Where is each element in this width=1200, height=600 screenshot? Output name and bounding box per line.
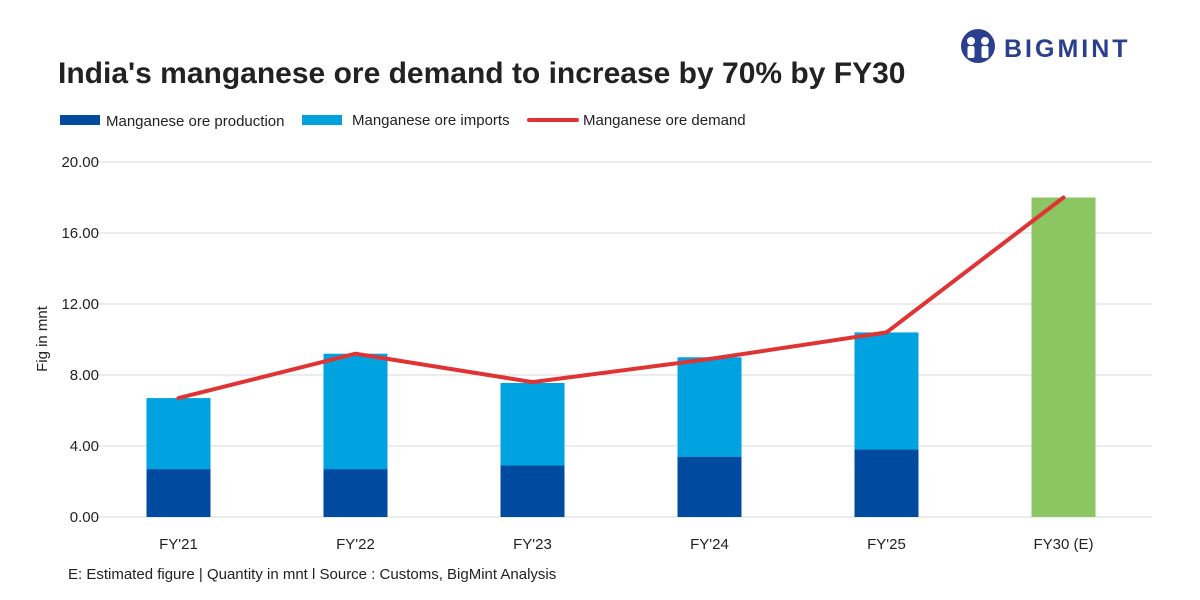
y-tick-label: 4.00 [70,438,99,455]
bar-marks [146,197,1096,517]
logo-mark-icon [961,29,995,63]
line-series-demand [176,195,1066,401]
demand-line [176,195,1066,401]
bar-imports [323,353,388,470]
footer-source-note: E: Estimated figure | Quantity in mnt l … [68,566,556,583]
bar-production [500,465,565,517]
x-axis-ticks: FY'21 FY'22 FY'23 FY'24 FY'25 FY30 (E) [159,536,1093,553]
bar-imports [500,382,565,466]
y-axis-ticks: 0.00 4.00 8.00 12.00 16.00 20.00 [61,154,99,526]
legend-swatch-production [60,115,100,125]
brand-logo: BIGMINT [961,29,1131,63]
bar-imports [146,398,211,470]
y-tick-label: 12.00 [61,296,99,313]
bar-production [323,469,388,517]
bar-imports [677,357,742,457]
bar-production [146,469,211,517]
grid-lines [90,161,1152,518]
legend-label-imports: Manganese ore imports [352,112,510,129]
logo-mark-body-left-icon [967,46,975,58]
y-tick-label: 0.00 [70,509,99,526]
x-tick-label: FY'22 [336,536,375,553]
x-tick-label: FY'24 [690,536,729,553]
x-tick-label: FY30 (E) [1033,536,1093,553]
x-tick-label: FY'25 [867,536,906,553]
y-tick-label: 16.00 [61,225,99,242]
logo-mark-body-right-icon [981,46,989,58]
bar-production [677,456,742,517]
logo-mark-figure-right-icon [981,37,989,45]
bar-estimated-demand [1031,197,1096,517]
chart-legend: Manganese ore production Manganese ore i… [60,112,746,130]
x-tick-label: FY'23 [513,536,552,553]
bar-production [854,449,919,517]
x-tick-label: FY'21 [159,536,198,553]
y-tick-label: 20.00 [61,154,99,171]
legend-swatch-imports [302,115,342,125]
logo-mark-figure-left-icon [967,37,975,45]
legend-label-demand: Manganese ore demand [583,112,746,129]
y-axis-title: Fig in mnt [34,305,51,372]
chart-title: India's manganese ore demand to increase… [58,57,905,90]
bar-imports [854,332,919,450]
y-tick-label: 8.00 [70,367,99,384]
legend-label-production: Manganese ore production [106,113,284,130]
logo-wordmark: BIGMINT [1004,35,1131,63]
